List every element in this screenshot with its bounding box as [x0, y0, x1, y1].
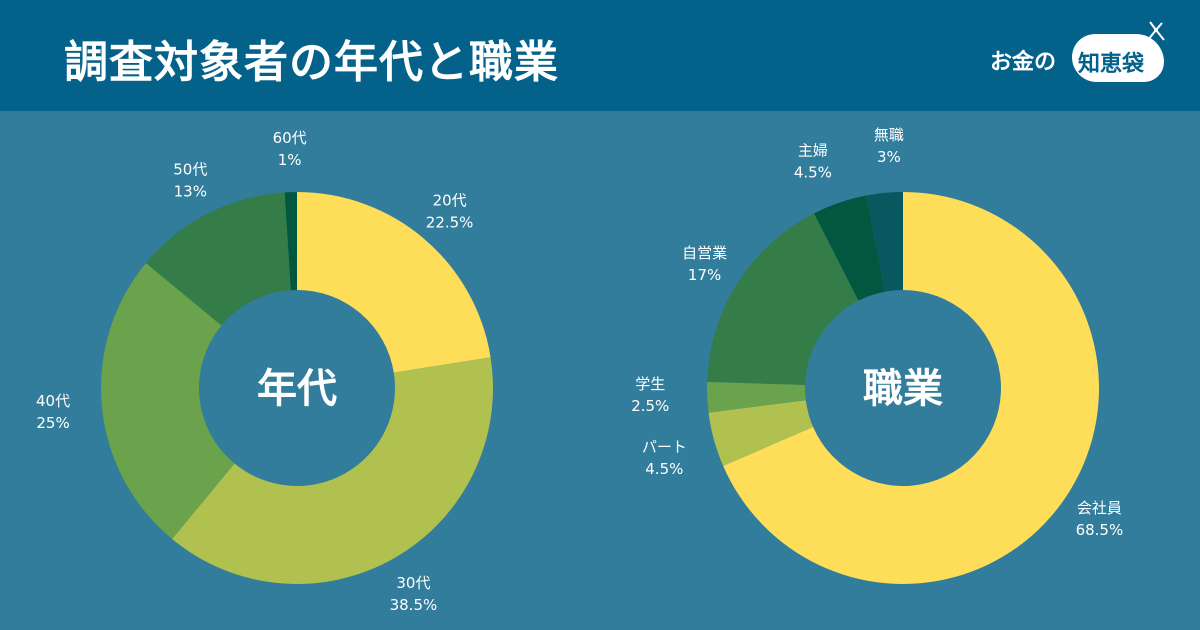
header-bar: 調査対象者の年代と職業 お金の 知恵袋: [0, 0, 1200, 111]
age-slice-2: [101, 263, 235, 540]
age-slice-label-4: 60代: [273, 129, 307, 147]
page-title: 調査対象者の年代と職業: [64, 37, 559, 88]
job-slice-label-3: 自営業: [682, 244, 727, 262]
age-donut-chart: 20代 22.5% 30代 38.5% 40代 25% 50代 13% 60代 1% 年代: [36, 129, 494, 614]
job-slice-value-0: 68.5%: [1076, 521, 1124, 539]
age-slice-label-1: 30代: [396, 574, 430, 592]
job-slice-0: [723, 191, 1100, 585]
age-slice-value-1: 38.5%: [390, 596, 438, 614]
age-slice-value-0: 22.5%: [426, 213, 474, 231]
ribbon-icon: [1147, 21, 1165, 41]
job-center-title: 職業: [863, 366, 943, 412]
job-slice-label-1: パート: [642, 438, 687, 456]
age-slice-value-2: 25%: [36, 414, 69, 432]
job-slice-4: [814, 195, 885, 301]
age-slice-4: [284, 192, 297, 291]
occupation-donut-chart: 会社員 68.5% パート 4.5% 学生 2.5% 自営業 17% 主婦 4.5% 無職 3% 職業: [631, 126, 1124, 585]
age-slice-0: [297, 192, 491, 373]
age-slice-1: [172, 357, 494, 584]
logo-bag-shape: [1072, 34, 1164, 82]
age-slice-label-0: 20代: [433, 191, 467, 209]
job-slice-1: [708, 400, 814, 466]
job-slice-2: [707, 381, 806, 413]
age-slice-label-2: 40代: [36, 392, 70, 410]
age-slice-value-3: 13%: [174, 183, 207, 201]
job-slice-value-1: 4.5%: [645, 460, 683, 478]
logo-text: お金の: [990, 50, 1057, 75]
job-slice-value-2: 2.5%: [631, 397, 669, 415]
age-slice-value-4: 1%: [278, 151, 302, 169]
job-slice-value-5: 3%: [877, 148, 901, 166]
age-center-title: 年代: [257, 366, 337, 412]
job-slice-5: [866, 192, 903, 292]
job-slice-value-4: 4.5%: [794, 164, 832, 182]
job-slice-label-0: 会社員: [1077, 499, 1122, 517]
job-slice-label-2: 学生: [635, 375, 665, 393]
logo-bag-text: 知恵袋: [1078, 52, 1145, 77]
job-slice-label-5: 無職: [874, 126, 904, 144]
age-slice-label-3: 50代: [173, 161, 207, 179]
job-slice-value-3: 17%: [688, 266, 721, 284]
job-slice-3: [707, 213, 859, 385]
age-slice-3: [145, 192, 291, 326]
job-slice-label-4: 主婦: [798, 142, 828, 160]
site-logo[interactable]: お金の 知恵袋: [990, 20, 1170, 90]
